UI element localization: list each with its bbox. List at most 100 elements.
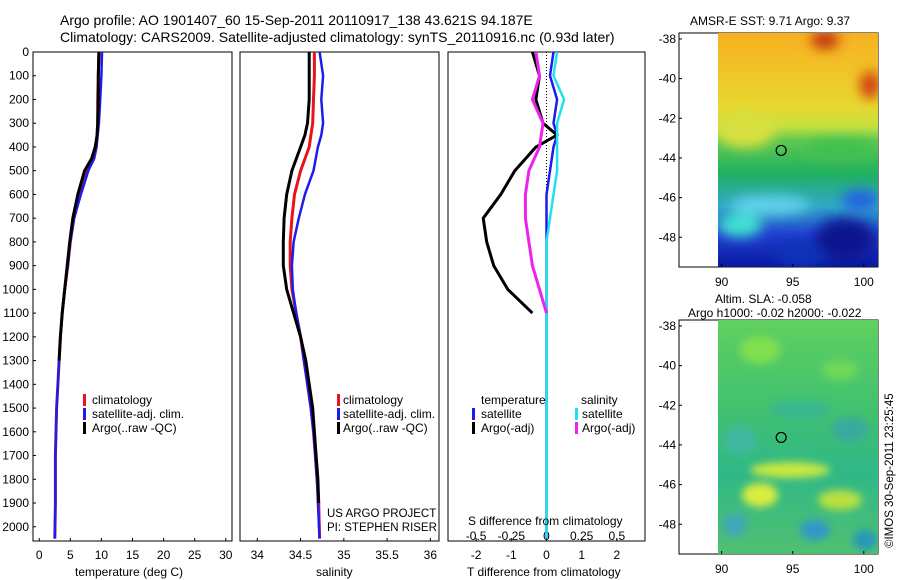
x-tick-label: 0 — [543, 548, 550, 562]
sla-map-ticks: 90 95 100 -38 -40 -42 -44 -46 -48 — [659, 319, 874, 576]
x-tick-label: 1 — [578, 548, 585, 562]
map-y-tick-label: -40 — [659, 72, 677, 86]
salinity-panel: 34 34.5 35 35.5 36 salinity climatology sate… — [239, 51, 440, 579]
depth-tick-label: 1600 — [2, 425, 29, 439]
x-tick-label: 20 — [157, 548, 171, 562]
legend-label-satellite: satellite-adj. clim. — [92, 407, 184, 421]
sst-map-ticks: 90 95 100 -38 -40 -42 -44 -46 -48 — [659, 32, 874, 289]
legend-swatch-argo — [83, 422, 86, 434]
map-y-tick-label: -48 — [659, 517, 677, 531]
depth-tick-label: 1700 — [2, 449, 29, 463]
depth-tick-label: 1100 — [3, 306, 29, 320]
x-tick-top-label: -0.25 — [498, 529, 526, 543]
series-line-satellite — [545, 52, 559, 539]
x-tick-label: 2 — [614, 548, 621, 562]
temperature-x-ticks: 0 5 10 15 20 25 30 — [36, 538, 233, 562]
header-line-2: Climatology: CARS2009. Satellite-adjuste… — [60, 29, 615, 45]
depth-tick-label: 1300 — [2, 354, 29, 368]
series-line-climatology — [53, 52, 101, 539]
depth-tick-label: 900 — [9, 259, 29, 273]
x-tick-label: 10 — [95, 548, 109, 562]
legend-label-argo: Argo(..raw -QC) — [92, 421, 177, 435]
x-tick-label: 5 — [67, 548, 74, 562]
map-y-tick-label: -40 — [659, 359, 677, 373]
pi-annotation: PI: STEPHEN RISER — [327, 522, 437, 534]
sla-map-title-line1: Altim. SLA: -0.058 — [715, 292, 812, 306]
depth-ticks: 0 100 200 300 400 500 600 700 800 900 1000 1100 1200… — [2, 45, 36, 534]
depth-tick-label: 1500 — [2, 401, 29, 415]
salinity-x-ticks: 34 34.5 35 35.5 36 — [251, 538, 438, 562]
map-y-tick-label: -44 — [659, 151, 677, 165]
difference-panel: -2 -1 0 1 2-0.5 -0.25 0 0.25 0.5 T difference fr… — [447, 51, 646, 579]
sst-map-panel: AMSR-E SST: 9.71 Argo: 9.37 90 95 100 -38 -4… — [659, 14, 879, 289]
map-x-tick-label: 100 — [854, 275, 874, 289]
legend-label-climatology: climatology — [343, 393, 403, 407]
sst-map-image — [718, 33, 878, 267]
difference-series — [481, 52, 566, 539]
temperature-series — [53, 52, 104, 539]
legend-label-climatology: climatology — [92, 393, 152, 407]
difference-xlabel: T difference from climatology — [467, 565, 621, 579]
series-line-argo-raw-qc — [57, 52, 101, 361]
series-line-satellite-adj-clim — [53, 52, 104, 539]
x-tick-label: 34.5 — [289, 548, 313, 562]
depth-tick-label: 1400 — [2, 377, 29, 391]
map-y-tick-label: -46 — [659, 478, 677, 492]
x-tick-label: 34 — [251, 548, 265, 562]
depth-tick-label: 700 — [9, 211, 29, 225]
header-line-1: Argo profile: AO 1901407_60 15-Sep-2011 … — [60, 12, 533, 28]
legend-header-temperature: temperature — [481, 393, 546, 407]
depth-tick-label: 400 — [9, 140, 29, 154]
legend-label-satellite: satellite-adj. clim. — [343, 407, 435, 421]
imos-timestamp: ©IMOS 30-Sep-2011 23:25:45 — [884, 393, 896, 548]
salinity-axes-box — [239, 51, 440, 542]
sla-map-image — [718, 320, 878, 554]
legend-swatch-satellite — [83, 408, 86, 420]
map-y-tick-label: -38 — [659, 319, 677, 333]
series-line-satellite — [545, 52, 566, 539]
x-tick-top-label: 0.5 — [609, 529, 626, 543]
series-line-argo-adj — [523, 52, 548, 314]
map-x-tick-label: 90 — [715, 275, 729, 289]
series-line-argo-raw-qc — [281, 52, 321, 504]
legend-label-s-satellite: satellite — [582, 407, 623, 421]
depth-tick-label: 100 — [9, 69, 29, 83]
x-tick-top-label: -0.5 — [466, 529, 487, 543]
depth-tick-label: 600 — [9, 187, 29, 201]
x-tick-label: 35.5 — [375, 548, 399, 562]
legend-label-s-argo: Argo(-adj) — [582, 421, 635, 435]
depth-tick-label: 800 — [9, 235, 29, 249]
map-x-tick-label: 95 — [786, 562, 800, 576]
depth-tick-label: 1200 — [2, 330, 29, 344]
depth-tick-label: 2000 — [2, 520, 29, 534]
legend-swatch-climatology — [337, 394, 340, 406]
depth-tick-label: 1900 — [2, 496, 29, 510]
series-line-argo-adj — [481, 52, 559, 315]
x-tick-label: 25 — [188, 548, 202, 562]
legend-label-argo: Argo(..raw -QC) — [343, 421, 428, 435]
x-tick-label: 36 — [424, 548, 438, 562]
map-y-tick-label: -44 — [659, 438, 677, 452]
difference-legend: temperature salinity satellite Argo(-adj… — [472, 393, 635, 435]
map-y-tick-label: -46 — [659, 191, 677, 205]
legend-swatch-s-argo — [575, 422, 578, 434]
depth-tick-label: 0 — [22, 45, 29, 59]
x-tick-label: -2 — [471, 548, 482, 562]
x-tick-label: 30 — [219, 548, 233, 562]
legend-label-t-argo: Argo(-adj) — [481, 421, 534, 435]
map-y-tick-label: -42 — [659, 398, 677, 412]
sst-map-title: AMSR-E SST: 9.71 Argo: 9.37 — [690, 14, 850, 28]
legend-swatch-t-argo — [472, 422, 475, 434]
legend-swatch-t-satellite — [472, 408, 475, 420]
legend-label-t-satellite: satellite — [481, 407, 522, 421]
map-x-tick-label: 100 — [854, 562, 874, 576]
legend-swatch-satellite — [337, 408, 340, 420]
temperature-xlabel: temperature (deg C) — [75, 565, 183, 579]
map-y-tick-label: -42 — [659, 111, 677, 125]
map-y-tick-label: -48 — [659, 230, 677, 244]
legend-swatch-climatology — [83, 394, 86, 406]
salinity-series — [281, 52, 325, 539]
depth-tick-label: 500 — [9, 164, 29, 178]
project-annotation: US ARGO PROJECT — [327, 508, 436, 520]
